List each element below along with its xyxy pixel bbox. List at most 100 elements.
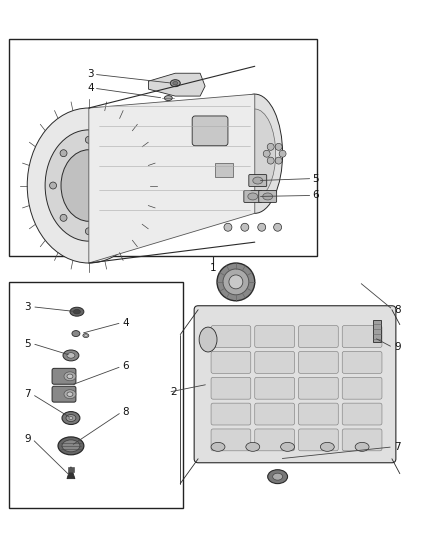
Circle shape [258, 223, 266, 231]
FancyBboxPatch shape [342, 326, 382, 348]
FancyBboxPatch shape [342, 351, 382, 373]
Polygon shape [67, 467, 75, 479]
FancyBboxPatch shape [298, 429, 338, 451]
Ellipse shape [253, 177, 263, 184]
Ellipse shape [72, 330, 80, 336]
FancyBboxPatch shape [255, 326, 294, 348]
FancyBboxPatch shape [249, 175, 267, 187]
FancyBboxPatch shape [52, 386, 76, 402]
Ellipse shape [69, 417, 73, 419]
FancyBboxPatch shape [298, 377, 338, 399]
Ellipse shape [355, 442, 369, 451]
Ellipse shape [223, 269, 249, 295]
Ellipse shape [170, 80, 180, 87]
Ellipse shape [248, 193, 258, 200]
Text: 8: 8 [123, 407, 129, 417]
FancyBboxPatch shape [194, 306, 396, 463]
Text: 1: 1 [210, 263, 216, 273]
Ellipse shape [70, 307, 84, 316]
Circle shape [121, 182, 128, 189]
Ellipse shape [217, 263, 255, 301]
Ellipse shape [229, 275, 243, 289]
FancyBboxPatch shape [298, 351, 338, 373]
FancyBboxPatch shape [255, 351, 294, 373]
Text: 9: 9 [25, 434, 31, 444]
FancyBboxPatch shape [298, 403, 338, 425]
FancyBboxPatch shape [211, 403, 251, 425]
FancyBboxPatch shape [52, 368, 76, 384]
Ellipse shape [246, 442, 260, 451]
Text: 8: 8 [394, 305, 400, 314]
FancyBboxPatch shape [342, 429, 382, 451]
Text: 2: 2 [170, 387, 177, 397]
Text: 6: 6 [312, 190, 319, 200]
Text: 4: 4 [123, 318, 129, 328]
Circle shape [279, 150, 286, 157]
Ellipse shape [281, 442, 294, 451]
Circle shape [275, 157, 282, 164]
Circle shape [241, 223, 249, 231]
FancyBboxPatch shape [259, 190, 277, 203]
Text: 7: 7 [25, 389, 31, 399]
Ellipse shape [173, 82, 178, 85]
Text: 9: 9 [394, 343, 400, 352]
Bar [9, 39, 318, 256]
FancyBboxPatch shape [342, 377, 382, 399]
Circle shape [111, 214, 118, 221]
Text: 3: 3 [25, 302, 31, 312]
Circle shape [60, 214, 67, 221]
Ellipse shape [67, 374, 73, 378]
Circle shape [224, 223, 232, 231]
Ellipse shape [227, 94, 283, 213]
FancyBboxPatch shape [255, 429, 294, 451]
FancyBboxPatch shape [298, 326, 338, 348]
FancyBboxPatch shape [192, 116, 228, 146]
FancyBboxPatch shape [211, 326, 251, 348]
Ellipse shape [62, 440, 80, 452]
Text: 7: 7 [394, 442, 400, 452]
Circle shape [267, 157, 274, 164]
Circle shape [60, 150, 67, 157]
Ellipse shape [234, 109, 276, 198]
Circle shape [111, 150, 118, 157]
Bar [373, 320, 381, 342]
Bar [9, 282, 183, 508]
Ellipse shape [61, 150, 117, 221]
Ellipse shape [64, 372, 76, 381]
Ellipse shape [67, 353, 75, 358]
Ellipse shape [66, 415, 76, 422]
Bar [215, 163, 233, 176]
Circle shape [275, 143, 282, 150]
Ellipse shape [62, 411, 80, 424]
FancyBboxPatch shape [255, 377, 294, 399]
Text: 6: 6 [123, 361, 129, 372]
Polygon shape [148, 73, 205, 96]
FancyBboxPatch shape [211, 377, 251, 399]
Ellipse shape [320, 442, 334, 451]
FancyBboxPatch shape [211, 429, 251, 451]
Ellipse shape [45, 130, 133, 241]
Ellipse shape [164, 95, 172, 101]
Ellipse shape [273, 473, 283, 480]
Ellipse shape [67, 392, 73, 397]
Ellipse shape [63, 350, 79, 361]
FancyBboxPatch shape [211, 351, 251, 373]
Ellipse shape [83, 334, 89, 337]
Circle shape [85, 228, 92, 235]
Ellipse shape [64, 390, 76, 399]
Ellipse shape [211, 442, 225, 451]
Ellipse shape [27, 108, 150, 263]
Ellipse shape [74, 310, 81, 314]
Ellipse shape [263, 193, 273, 200]
Ellipse shape [58, 437, 84, 455]
FancyBboxPatch shape [342, 403, 382, 425]
Bar [68, 467, 74, 472]
Circle shape [263, 150, 270, 157]
Circle shape [49, 182, 57, 189]
FancyBboxPatch shape [244, 190, 262, 203]
Polygon shape [89, 94, 255, 263]
Text: 4: 4 [87, 83, 94, 93]
Circle shape [267, 143, 274, 150]
Circle shape [274, 223, 282, 231]
Ellipse shape [85, 335, 87, 336]
